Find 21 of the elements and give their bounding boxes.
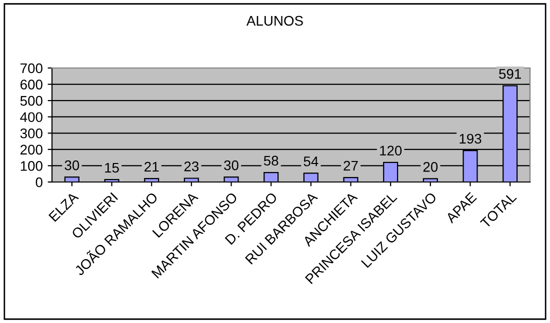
data-label: 193 <box>460 134 482 144</box>
data-label: 15 <box>105 162 119 173</box>
data-label: 591 <box>499 69 521 79</box>
data-label: 21 <box>144 162 159 172</box>
y-tick-label: 500 <box>20 96 42 106</box>
data-label: 23 <box>184 162 199 172</box>
chart-title: ALUNOS <box>246 16 303 26</box>
y-tick-label: 200 <box>20 144 42 155</box>
y-tick-label: 700 <box>20 63 42 74</box>
y-tick-label: 400 <box>20 112 42 122</box>
y-tick-label: 100 <box>20 161 42 171</box>
y-tick-label: 600 <box>20 80 42 90</box>
data-label: 27 <box>344 160 358 171</box>
data-label: 120 <box>380 146 402 156</box>
y-tick-label: 0 <box>36 177 42 188</box>
y-tick-label: 300 <box>20 128 42 138</box>
data-label: 20 <box>423 162 438 172</box>
data-label: 58 <box>264 156 278 166</box>
data-label: 30 <box>64 160 80 170</box>
data-label: 54 <box>304 156 318 166</box>
data-label: 30 <box>224 160 238 170</box>
